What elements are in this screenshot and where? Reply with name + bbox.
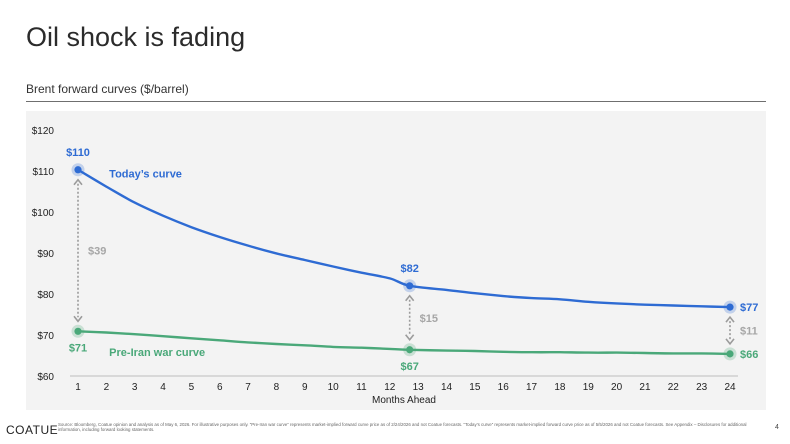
x-axis-title: Months Ahead bbox=[372, 395, 436, 406]
chart-panel: $60 $70 $80 $90 $100 $110 $120 1 2 3 4 5 6 7 8 9 10 11 12 1… bbox=[26, 111, 766, 410]
gap-arrow-head-down bbox=[73, 315, 83, 323]
data-label: $71 bbox=[69, 342, 87, 354]
y-tick-label: $70 bbox=[37, 331, 54, 342]
y-tick-label: $90 bbox=[37, 249, 54, 260]
x-tick-label: 24 bbox=[724, 382, 736, 393]
gap-arrow-head-up bbox=[405, 294, 415, 302]
y-tick-label: $80 bbox=[37, 290, 54, 301]
x-tick-label: 1 bbox=[75, 382, 81, 393]
x-tick-label: 17 bbox=[526, 382, 538, 393]
data-label: $110 bbox=[66, 147, 90, 159]
x-tick-label: 20 bbox=[611, 382, 623, 393]
x-tick-label: 14 bbox=[441, 382, 453, 393]
x-tick-label: 12 bbox=[384, 382, 396, 393]
x-tick-label: 7 bbox=[245, 382, 251, 393]
data-point bbox=[406, 282, 414, 290]
x-tick-label: 6 bbox=[217, 382, 223, 393]
y-tick-label: $60 bbox=[37, 372, 54, 383]
x-tick-label: 23 bbox=[696, 382, 708, 393]
gap-label: $15 bbox=[420, 313, 438, 325]
data-label: $82 bbox=[400, 263, 418, 275]
series-line-pre_war bbox=[76, 330, 732, 356]
x-tick-label: 19 bbox=[583, 382, 595, 393]
data-label: $66 bbox=[740, 349, 758, 361]
source-footnote: Source: Bloomberg, Coatue opinion and an… bbox=[58, 422, 747, 433]
x-tick-label: 22 bbox=[668, 382, 680, 393]
gap-arrow-head-down bbox=[405, 334, 415, 342]
x-tick-label: 13 bbox=[413, 382, 425, 393]
x-tick-label: 16 bbox=[498, 382, 510, 393]
x-tick-label: 8 bbox=[274, 382, 280, 393]
x-tick-label: 10 bbox=[328, 382, 340, 393]
gap-label: $39 bbox=[88, 246, 106, 258]
data-label: $77 bbox=[740, 302, 758, 314]
data-point bbox=[406, 346, 414, 354]
y-tick-label: $100 bbox=[32, 208, 55, 219]
x-tick-label: 21 bbox=[639, 382, 651, 393]
y-tick-label: $120 bbox=[32, 126, 55, 137]
gap-arrow-head-down bbox=[725, 338, 735, 346]
y-tick-label: $110 bbox=[32, 167, 54, 178]
series-label-pre_war: Pre-Iran war curve bbox=[109, 347, 205, 359]
x-tick-label: 2 bbox=[104, 382, 110, 393]
chart-subtitle: Brent forward curves ($/barrel) bbox=[26, 82, 189, 96]
header-divider bbox=[26, 101, 766, 102]
series-label-today: Today’s curve bbox=[109, 169, 182, 181]
page-number: 4 bbox=[775, 424, 779, 431]
x-tick-label: 4 bbox=[160, 382, 166, 393]
x-tick-label: 11 bbox=[356, 382, 367, 393]
data-point bbox=[74, 166, 82, 174]
x-tick-label: 18 bbox=[554, 382, 566, 393]
gap-arrow-head-up bbox=[73, 178, 83, 186]
x-tick-label: 5 bbox=[189, 382, 195, 393]
data-point bbox=[726, 350, 734, 358]
data-point bbox=[726, 303, 734, 311]
slide-title: Oil shock is fading bbox=[26, 22, 246, 52]
data-point bbox=[74, 327, 82, 335]
data-label: $67 bbox=[400, 361, 418, 373]
gap-label: $11 bbox=[740, 325, 758, 337]
x-tick-label: 15 bbox=[469, 382, 481, 393]
gap-arrow-head-up bbox=[725, 315, 735, 323]
coatue-logo: COATUE bbox=[6, 423, 59, 437]
series-line-today bbox=[76, 168, 732, 309]
x-tick-label: 9 bbox=[302, 382, 308, 393]
x-tick-label: 3 bbox=[132, 382, 138, 393]
